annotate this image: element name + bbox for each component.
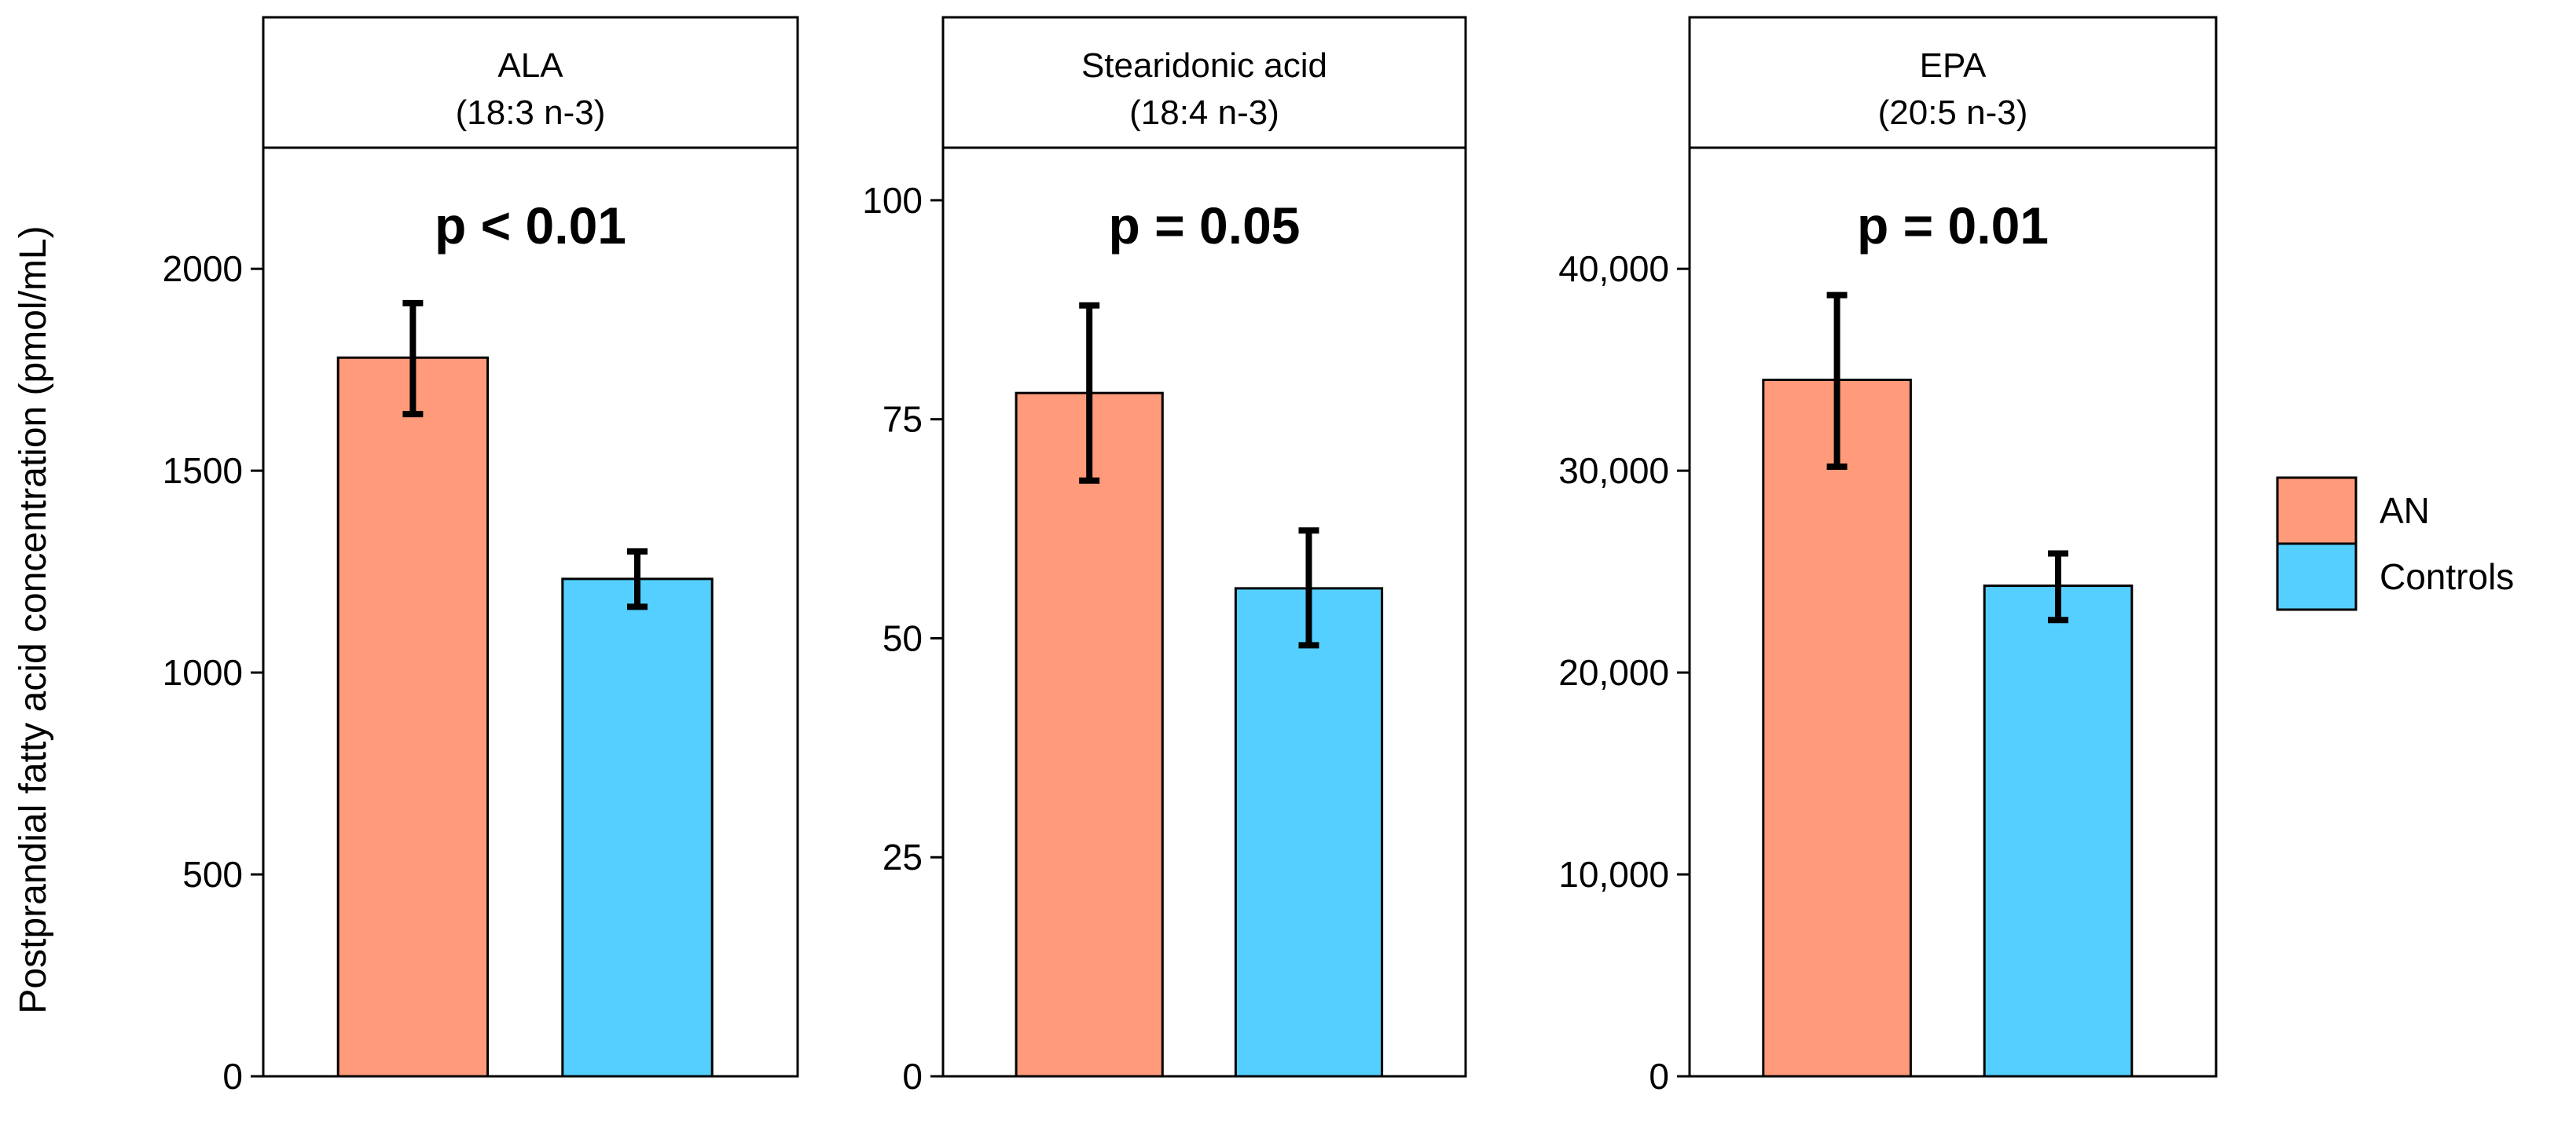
bar-controls: [1234, 587, 1384, 1078]
panel-title: ALA: [497, 46, 563, 85]
panel-1: ALA (18:3 n-3) 0 500 1000 1500 2000 p < 0.01: [163, 16, 799, 1097]
bar-an: [1762, 379, 1912, 1078]
panel-3: EPA (20:5 n-3) 0 10,000 20,000 30,000 40,000 p …: [1558, 16, 2218, 1097]
legend-swatch-an: [2276, 476, 2358, 545]
p-value-annotation: p = 0.01: [1857, 196, 2049, 255]
panel-strip: [1688, 16, 2218, 149]
y-tick-label: 0: [1649, 1056, 1669, 1097]
panel-strip: [941, 16, 1467, 149]
y-tick-label: 30,000: [1558, 450, 1669, 491]
bar-controls: [561, 577, 714, 1078]
y-tick-label: 75: [883, 399, 923, 440]
bar-an: [1015, 391, 1164, 1078]
panel-strip: [262, 16, 799, 149]
legend: AN Controls: [2276, 476, 2514, 611]
legend-label-controls: Controls: [2380, 556, 2514, 597]
y-tick-label: 40,000: [1558, 248, 1669, 289]
panel-subtitle: (20:5 n-3): [1878, 93, 2028, 132]
y-tick-label: 100: [862, 180, 923, 221]
panel-2: Stearidonic acid (18:4 n-3) 0 25 50 75 100 p = …: [862, 16, 1467, 1097]
y-tick-label: 20,000: [1558, 652, 1669, 693]
y-tick-label: 25: [883, 837, 923, 878]
y-tick-label: 2000: [163, 248, 243, 289]
y-tick-label: 0: [222, 1056, 243, 1097]
y-tick-label: 10,000: [1558, 854, 1669, 895]
bar-an: [336, 356, 490, 1078]
panel-title: Stearidonic acid: [1081, 46, 1327, 85]
y-tick-label: 0: [902, 1056, 923, 1097]
legend-label-an: AN: [2380, 490, 2430, 531]
y-axis-title: Postprandial fatty acid concentration (p…: [13, 225, 54, 1013]
y-tick-label: 1500: [163, 450, 243, 491]
bar-controls: [1983, 584, 2134, 1078]
y-tick-label: 500: [182, 854, 243, 895]
panel-title: EPA: [1920, 46, 1987, 85]
y-tick-label: 1000: [163, 652, 243, 693]
p-value-annotation: p = 0.05: [1109, 196, 1301, 255]
panel-subtitle: (18:3 n-3): [456, 93, 606, 132]
panel-subtitle: (18:4 n-3): [1129, 93, 1279, 132]
p-value-annotation: p < 0.01: [435, 196, 626, 255]
y-tick-label: 50: [883, 617, 923, 658]
legend-swatch-controls: [2276, 542, 2358, 611]
